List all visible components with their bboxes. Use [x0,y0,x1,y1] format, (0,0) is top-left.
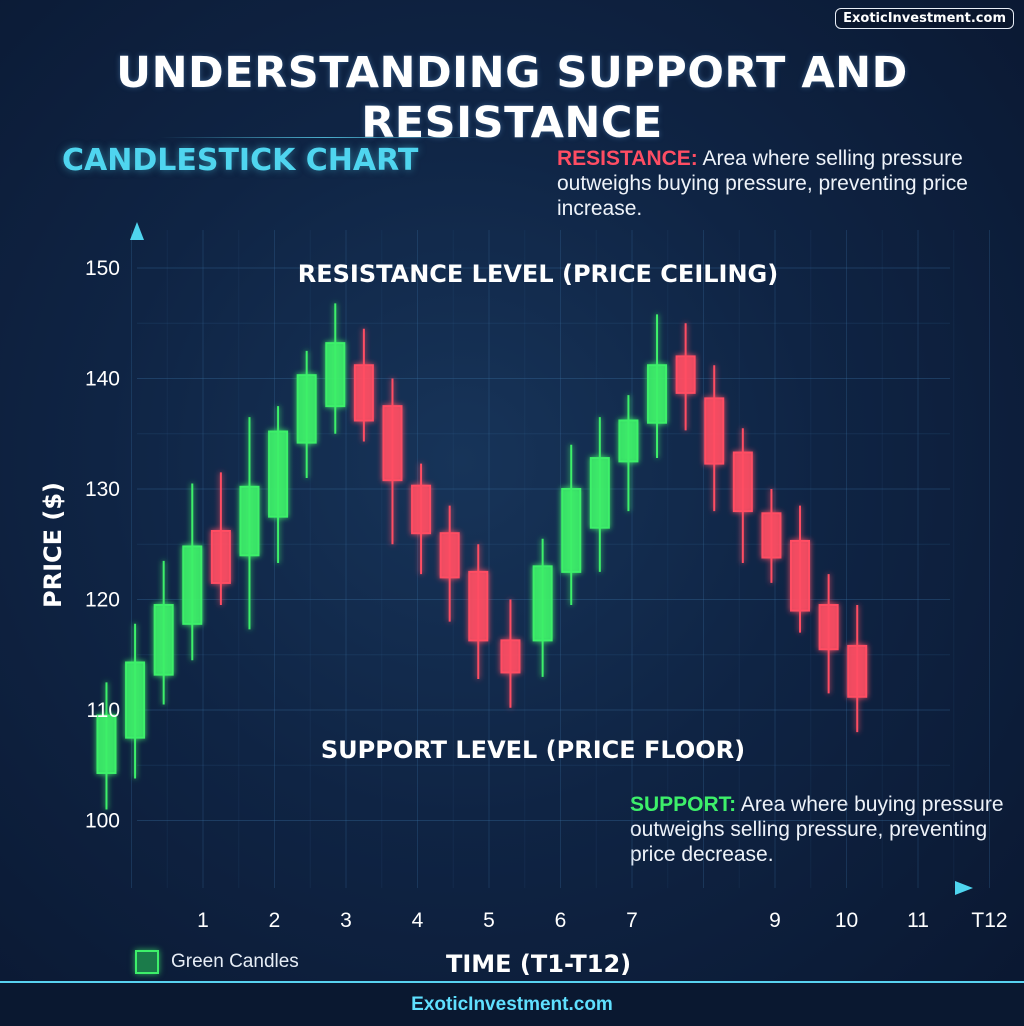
candle [675,323,696,431]
support-callout-key: SUPPORT: [630,793,737,816]
y-tick-label: 140 [85,368,120,391]
candle [468,544,489,680]
candle [761,489,782,583]
candle [96,682,117,810]
candle-body-bull [96,714,117,774]
candle-body-bull [182,545,203,625]
candles [96,303,868,810]
candle-body-bear [210,529,231,584]
legend-label: Green Candles [171,951,299,972]
brand-badge: ExoticInvestment.com [835,8,1014,29]
candle-body-bear [732,451,753,513]
support-callout-text: Area where buying pressure outweighs sel… [630,793,1004,866]
candle-body-bull [268,430,289,518]
candle [268,406,289,564]
x-tick-label: 4 [412,909,424,932]
candle [239,417,260,630]
candle [439,505,460,622]
x-tick-label: 9 [769,909,781,932]
x-tick-label: 2 [269,909,281,932]
candle [818,574,839,694]
candle [210,472,231,606]
footer-site-link[interactable]: ExoticInvestment.com [0,981,1024,1026]
candle-body-bull [325,342,346,408]
x-tick-label: 5 [483,909,495,932]
candle-body-bear [847,644,868,698]
candle [353,328,374,442]
candle-body-bear [382,405,403,482]
resistance-callout-text: Area where selling pressure outweighs bu… [557,147,968,220]
candle [790,505,811,633]
resistance-level-label: RESISTANCE LEVEL (PRICE CEILING) [298,260,778,288]
page-title: UNDERSTANDING SUPPORT AND RESISTANCE [116,48,908,148]
candle-body-bull [618,419,639,463]
candle [561,444,582,606]
chart-subtitle: CANDLESTICK CHART [62,143,419,178]
candle [325,303,346,434]
candle [704,365,725,512]
grid [131,230,990,888]
candle [296,350,317,478]
candle [589,417,610,572]
candle-body-bear [790,539,811,612]
candle-body-bear [675,355,696,394]
candle-body-bull [296,374,317,444]
x-tick-label: 3 [340,909,352,932]
candle-body-bull [589,457,610,529]
legend-swatch-green [135,950,159,974]
candle [647,314,668,459]
candle [732,428,753,564]
x-tick-label: 6 [555,909,567,932]
candle-body-bear [500,639,521,674]
candle-body-bear [704,397,725,465]
candle-body-bull [153,604,174,676]
candle-body-bear [818,604,839,651]
ticks: 100 110 120 130 140 150 1 2 3 4 5 6 7 9 10 11 T12 PRICE (… [39,257,1008,932]
candle-body-bear [468,570,489,642]
candle [532,538,553,677]
y-axis-arrow [130,222,144,240]
resistance-callout-key: RESISTANCE: [557,147,698,170]
candle [125,623,146,779]
candle-body-bear [439,532,460,579]
candle [411,463,432,575]
candle-body-bear [353,364,374,422]
x-tick-label: 10 [835,909,858,932]
x-tick-label: T12 [971,909,1007,932]
x-tick-label: 1 [197,909,209,932]
y-tick-label: 130 [85,478,120,501]
candle-body-bull [239,485,260,557]
candle [618,395,639,512]
x-axis-arrow [955,881,973,895]
support-level-label: SUPPORT LEVEL (PRICE FLOOR) [321,736,745,764]
candle-body-bear [761,512,782,559]
legend: Green Candles [135,950,299,974]
x-tick-label: 11 [907,909,929,932]
resistance-callout: RESISTANCE: Area where selling pressure … [557,146,997,221]
x-axis-title: TIME (T1-T12) [446,950,632,978]
candle-body-bull [532,565,553,642]
levels: RESISTANCE LEVEL (PRICE CEILING) SUPPORT … [137,260,948,764]
y-tick-label: 150 [85,257,120,280]
candle [182,483,203,661]
y-tick-label: 100 [85,810,120,833]
candle [847,605,868,733]
y-tick-label: 110 [87,699,120,722]
support-callout: SUPPORT: Area where buying pressure outw… [630,792,1010,867]
candle-body-bull [125,661,146,739]
y-axis-title: PRICE ($) [39,482,67,608]
candle [153,560,174,705]
candle-body-bull [647,364,668,424]
candle-body-bull [561,488,582,573]
candle [382,378,403,545]
axes [130,222,973,895]
candle-body-bear [411,484,432,535]
title-divider [160,137,490,138]
y-tick-label: 120 [85,589,120,612]
candle [500,599,521,708]
x-tick-label: 7 [626,909,638,932]
